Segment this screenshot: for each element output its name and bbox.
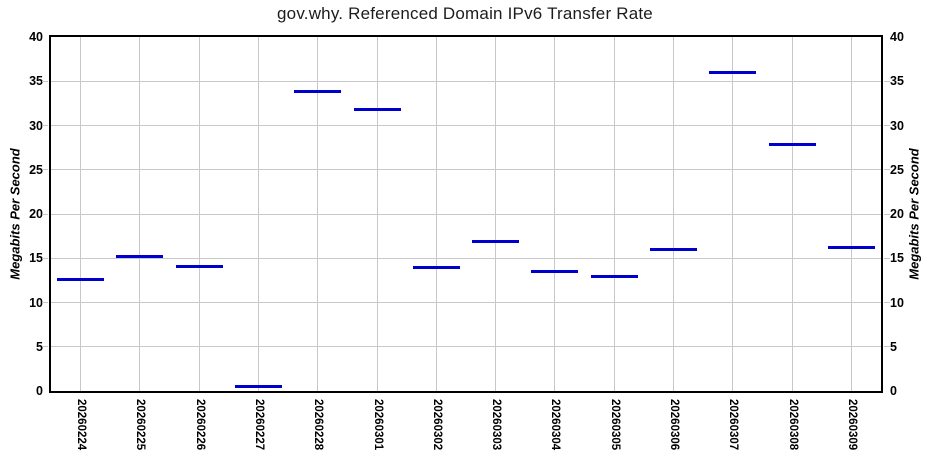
chart-title: gov.why. Referenced Domain IPv6 Transfer… xyxy=(277,4,653,23)
gridline-horizontal xyxy=(51,125,881,126)
gridline-vertical xyxy=(850,37,852,391)
x-tick-label: 20260303 xyxy=(490,399,503,451)
gridline-vertical xyxy=(198,37,200,391)
y-tick-mark-right xyxy=(884,346,890,348)
y-tick-label-right: 20 xyxy=(890,207,904,221)
y-tick-label-right: 40 xyxy=(890,30,904,44)
x-tick-label: 20260227 xyxy=(253,399,265,451)
y-tick-label-left: 35 xyxy=(29,74,43,89)
data-segment xyxy=(827,246,875,250)
x-tick-label: 20260307 xyxy=(727,399,740,451)
y-tick-mark-right xyxy=(884,80,890,82)
y-tick-label-left: 5 xyxy=(36,339,43,354)
data-segment xyxy=(235,385,282,389)
gridline-vertical xyxy=(673,37,674,391)
data-segment xyxy=(531,270,579,274)
data-segment xyxy=(650,247,697,251)
y-tick-label-left: 30 xyxy=(29,118,43,133)
gridline-horizontal xyxy=(51,346,881,348)
data-segment xyxy=(590,275,638,279)
y-tick-label-left: 10 xyxy=(29,295,43,310)
data-segment xyxy=(709,70,757,74)
y-tick-mark-left xyxy=(42,213,48,215)
plot-area xyxy=(49,35,883,393)
gridline-vertical xyxy=(791,37,793,391)
y-tick-label-left: 25 xyxy=(29,162,43,177)
y-tick-mark-right xyxy=(884,169,890,171)
y-tick-mark-right xyxy=(884,213,890,215)
x-tick-label: 20260228 xyxy=(312,399,325,451)
y-tick-label-right: 30 xyxy=(890,118,904,133)
y-tick-label-left: 15 xyxy=(29,251,43,266)
y-tick-mark-left xyxy=(42,346,48,348)
data-segment xyxy=(472,239,520,243)
gridline-vertical xyxy=(317,37,319,391)
y-tick-label-left: 40 xyxy=(29,30,43,44)
y-tick-label-right: 10 xyxy=(890,295,904,310)
x-tick-label: 20260304 xyxy=(549,399,562,451)
gridline-vertical xyxy=(732,37,734,391)
x-tick-label: 20260308 xyxy=(786,399,799,451)
y-tick-label-left: 0 xyxy=(36,384,43,398)
data-segment xyxy=(57,277,105,281)
x-tick-label: 20260306 xyxy=(668,399,680,451)
x-tick-label: 20260301 xyxy=(371,399,384,451)
y-tick-mark-left xyxy=(42,80,48,82)
y-tick-mark-left xyxy=(42,302,48,303)
data-segment xyxy=(768,143,816,147)
y-tick-label-right: 35 xyxy=(890,74,904,89)
y-tick-mark-right xyxy=(884,125,890,126)
y-tick-mark-right xyxy=(884,302,890,303)
gridline-vertical xyxy=(139,37,141,391)
y-tick-label-right: 15 xyxy=(890,251,904,266)
y-tick-mark-left xyxy=(42,169,48,171)
y-tick-label-left: 20 xyxy=(29,207,43,221)
gridline-vertical xyxy=(376,37,378,391)
gridline-horizontal xyxy=(51,257,881,259)
data-segment xyxy=(412,266,460,270)
data-segment xyxy=(175,264,223,268)
gridline-horizontal xyxy=(51,80,881,82)
gridline-vertical xyxy=(554,37,556,391)
data-segment xyxy=(294,90,342,94)
y-tick-label-right: 5 xyxy=(890,339,897,354)
y-tick-mark-left xyxy=(42,257,48,259)
data-segment xyxy=(116,254,164,258)
y-tick-mark-right xyxy=(884,257,890,259)
y-tick-label-right: 25 xyxy=(890,162,904,177)
gridline-vertical xyxy=(495,37,497,391)
x-tick-label: 20260226 xyxy=(193,399,206,451)
x-tick-label: 20260309 xyxy=(845,399,858,451)
x-tick-label: 20260224 xyxy=(75,399,88,451)
gridline-vertical xyxy=(80,37,82,391)
x-tick-label: 20260225 xyxy=(134,399,147,451)
x-tick-label: 20260302 xyxy=(430,399,443,451)
gridline-horizontal xyxy=(51,169,881,171)
y-tick-label-right: 0 xyxy=(890,384,897,398)
gridline-horizontal xyxy=(51,213,881,215)
y-tick-mark-left xyxy=(42,125,48,126)
gridline-vertical xyxy=(258,37,259,391)
data-segment xyxy=(353,108,401,112)
x-tick-label: 20260305 xyxy=(608,399,621,451)
gridline-vertical xyxy=(613,37,615,391)
gridline-horizontal xyxy=(51,302,881,303)
gridline-vertical xyxy=(435,37,437,391)
